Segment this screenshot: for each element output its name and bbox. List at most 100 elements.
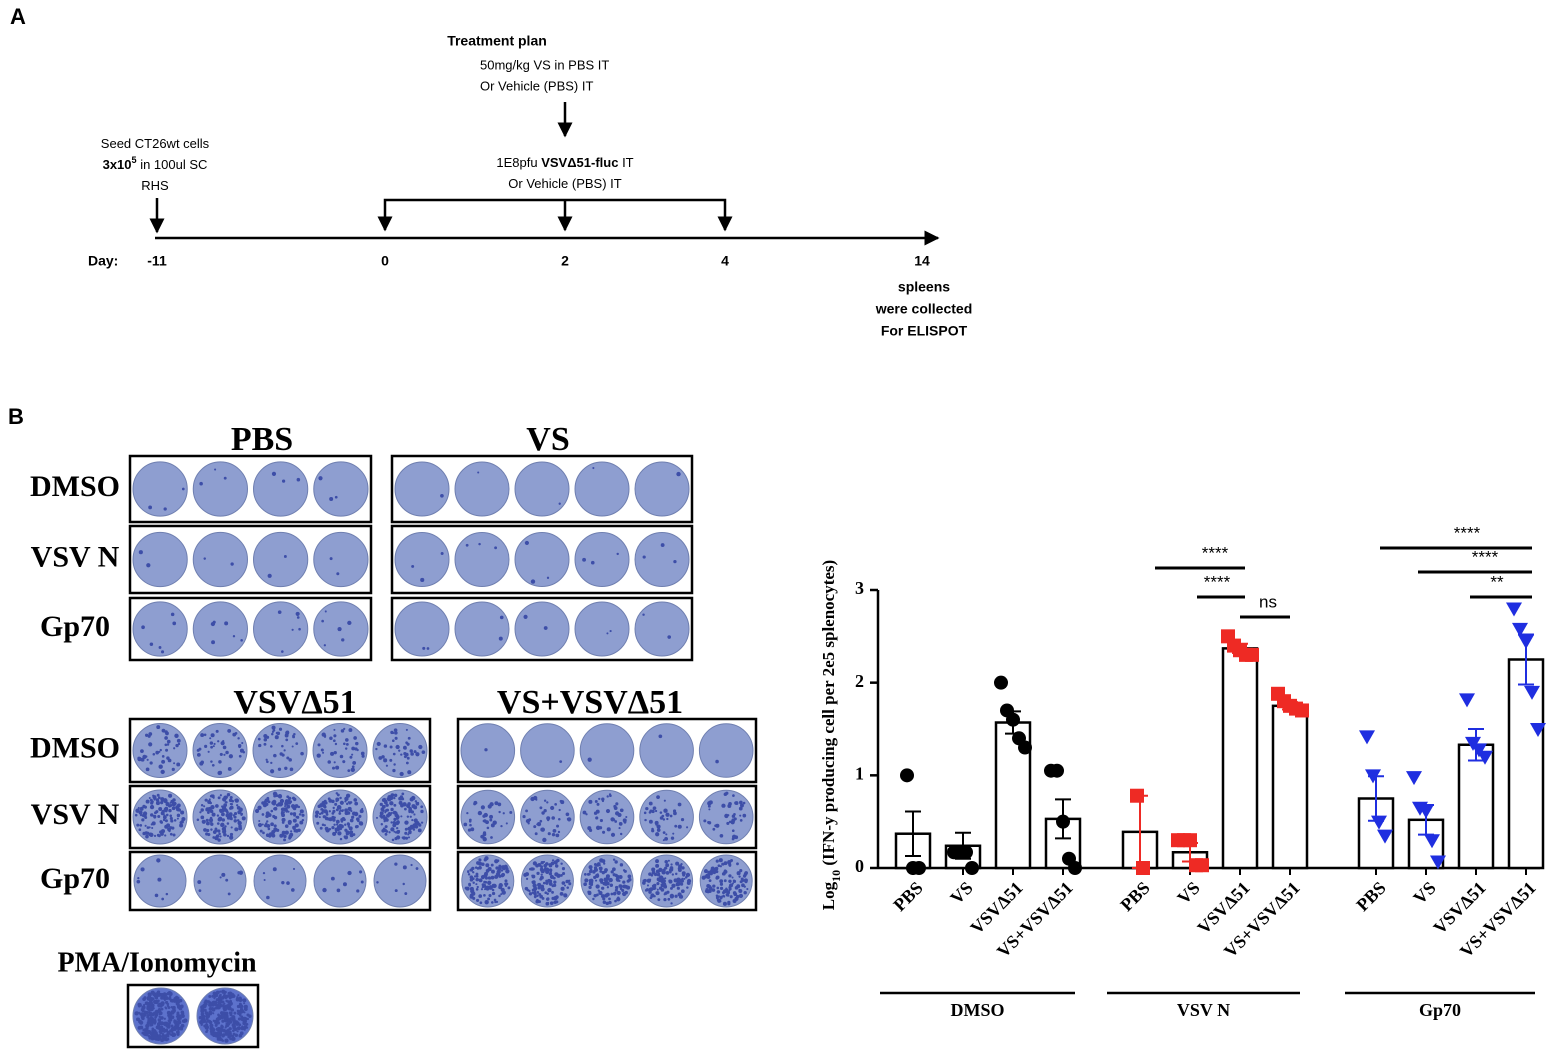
spot [616, 878, 620, 882]
spot [478, 878, 483, 883]
spot [351, 765, 355, 769]
spot [266, 798, 270, 801]
spot [332, 831, 337, 836]
spot [219, 876, 222, 879]
spot [230, 562, 234, 566]
bar [1271, 704, 1309, 870]
spot [212, 745, 215, 748]
spot [404, 892, 408, 895]
spot [609, 629, 612, 633]
spot [359, 809, 364, 814]
spot [162, 818, 166, 822]
spot [264, 802, 269, 807]
spot [490, 863, 494, 867]
spot [601, 886, 605, 890]
spot [656, 877, 661, 882]
spot [627, 874, 632, 879]
spot [499, 884, 503, 888]
spot [468, 882, 471, 886]
spot [217, 770, 222, 776]
x-tick-label: PBS [889, 878, 926, 915]
spot [717, 864, 721, 868]
spot [622, 891, 627, 897]
spot [160, 1038, 165, 1043]
spot [283, 555, 287, 558]
spot [487, 880, 492, 885]
day: 4 [721, 253, 729, 269]
spot [592, 870, 596, 874]
spot [346, 822, 350, 826]
spot [480, 805, 485, 810]
spot [406, 803, 411, 809]
spot [393, 728, 398, 733]
spot [548, 872, 553, 876]
well [634, 461, 690, 517]
spot [359, 821, 364, 826]
spot [164, 834, 167, 837]
spot [137, 1025, 142, 1030]
spot [226, 1030, 230, 1035]
spot [281, 479, 286, 483]
spot [386, 797, 390, 801]
spot [284, 824, 289, 828]
spot [664, 877, 667, 880]
spot [199, 761, 204, 766]
spot [722, 891, 726, 895]
spot [172, 833, 176, 837]
spot [196, 752, 201, 757]
spot [612, 873, 616, 877]
well [460, 789, 516, 845]
spot [725, 791, 729, 795]
spot [219, 993, 222, 997]
spot [324, 801, 328, 805]
spot [279, 796, 282, 799]
spot [614, 811, 620, 816]
data-point [959, 845, 973, 860]
pma-label: PMA/Ionomycin [57, 947, 257, 978]
spot [356, 748, 359, 752]
spot [238, 1033, 243, 1038]
end-line: spleens [898, 279, 950, 295]
spot [533, 895, 537, 899]
spot [735, 894, 740, 899]
well [253, 461, 309, 517]
spot [656, 824, 661, 829]
spot [609, 883, 614, 887]
spot [648, 811, 652, 814]
spot [381, 755, 385, 759]
spot [318, 812, 322, 816]
spot [727, 902, 731, 906]
spot [549, 874, 555, 879]
spot [176, 813, 181, 818]
spot [470, 827, 475, 832]
spot [393, 830, 396, 833]
spot [291, 888, 295, 892]
spot [599, 866, 603, 871]
spot [622, 884, 627, 889]
spot [608, 900, 612, 905]
spot [385, 830, 389, 833]
spot [404, 820, 409, 825]
spot [394, 889, 398, 893]
spot [666, 890, 670, 894]
spot [465, 543, 469, 547]
spot [286, 756, 290, 760]
spot [412, 828, 416, 831]
well [132, 461, 188, 517]
spot [732, 794, 735, 797]
spot [160, 1007, 164, 1011]
spot [173, 1019, 176, 1022]
spot [386, 813, 390, 818]
spot [597, 889, 600, 892]
spot [228, 1006, 232, 1010]
spot [608, 897, 611, 901]
spot [389, 745, 393, 749]
spot [149, 998, 153, 1002]
spot [148, 826, 151, 829]
spot [233, 819, 237, 823]
spot [539, 875, 544, 880]
spot [224, 621, 229, 626]
spot [236, 804, 239, 807]
spot [228, 754, 234, 759]
spot [651, 870, 656, 875]
